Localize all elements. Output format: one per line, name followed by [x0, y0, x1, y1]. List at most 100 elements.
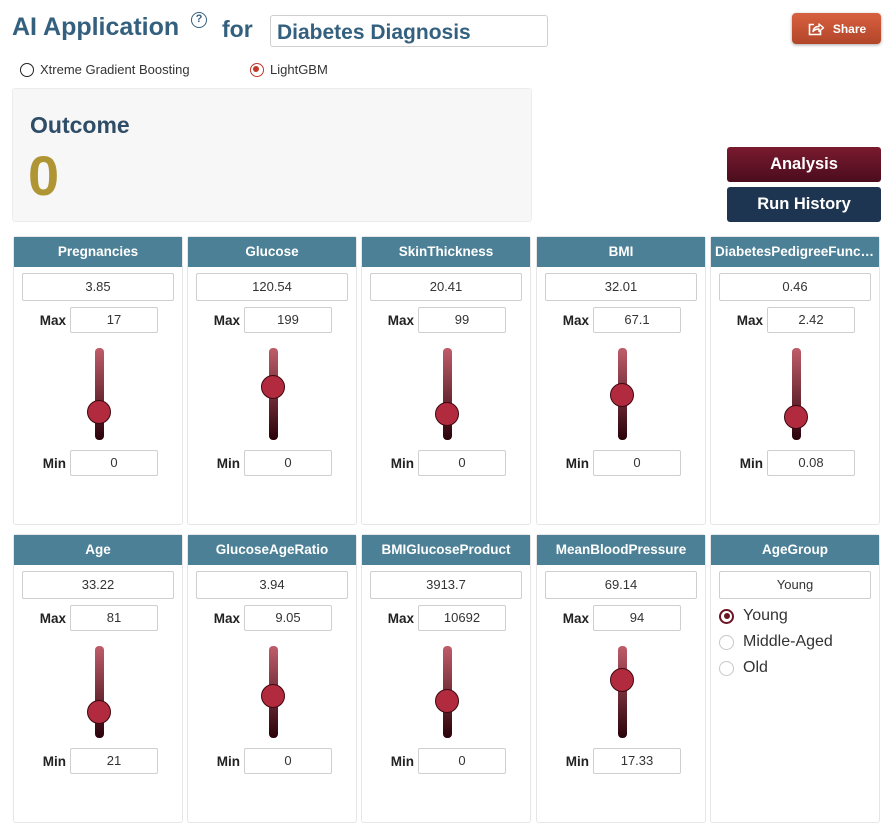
min-field[interactable]: 0.08: [767, 450, 855, 476]
value-field[interactable]: 3913.7: [370, 571, 522, 599]
outcome-value: 0: [28, 144, 60, 207]
app-title: AI Application: [12, 13, 180, 41]
value-field[interactable]: 33.22: [22, 571, 174, 599]
max-field[interactable]: 10692: [418, 605, 506, 631]
max-field[interactable]: 99: [418, 307, 506, 333]
slider-thumb[interactable]: [435, 688, 459, 713]
min-field[interactable]: 0: [593, 450, 681, 476]
age-group-option-young[interactable]: Young: [719, 607, 788, 625]
max-label: Max: [562, 611, 589, 626]
max-label: Max: [213, 313, 240, 328]
radio-unselected-icon: [20, 62, 34, 77]
vertical-slider[interactable]: [261, 646, 285, 738]
card-header: Age: [14, 535, 182, 565]
min-field[interactable]: 0: [418, 748, 506, 774]
card-header: SkinThickness: [362, 237, 530, 267]
card-header: BMIGlucoseProduct: [362, 535, 530, 565]
value-field[interactable]: 3.85: [22, 273, 174, 301]
card-header: BMI: [537, 237, 705, 267]
max-field[interactable]: 199: [244, 307, 332, 333]
age-group-option-label: Middle-Aged: [743, 633, 833, 650]
max-label: Max: [39, 611, 66, 626]
max-field[interactable]: 67.1: [593, 307, 681, 333]
card-header: DiabetesPedigreeFunction: [711, 237, 879, 267]
age-group-value-field[interactable]: Young: [719, 571, 871, 599]
card-header: GlucoseAgeRatio: [188, 535, 356, 565]
min-label: Min: [390, 754, 414, 769]
model-option-label: Xtreme Gradient Boosting: [40, 62, 190, 77]
value-field[interactable]: 0.46: [719, 273, 871, 301]
feature-card-glucose: Glucose 120.54 Max 199 Min 0: [187, 236, 357, 525]
slider-track: [94, 646, 104, 738]
slider-thumb[interactable]: [610, 383, 634, 408]
slider-thumb[interactable]: [87, 400, 111, 425]
feature-card-pregnancies: Pregnancies 3.85 Max 17 Min 0: [13, 236, 183, 525]
value-field[interactable]: 20.41: [370, 273, 522, 301]
max-field[interactable]: 94: [593, 605, 681, 631]
slider-thumb[interactable]: [261, 684, 285, 709]
app-name-field[interactable]: Diabetes Diagnosis: [270, 15, 548, 47]
slider-track: [442, 348, 452, 440]
radio-unselected-icon: [719, 660, 734, 676]
radio-selected-icon: [719, 608, 734, 624]
age-group-option-label: Old: [743, 659, 768, 676]
model-option-xgboost[interactable]: Xtreme Gradient Boosting: [20, 62, 190, 77]
analysis-button[interactable]: Analysis: [727, 147, 881, 182]
slider-track: [791, 348, 801, 440]
share-button[interactable]: Share: [792, 13, 881, 44]
min-label: Min: [42, 456, 66, 471]
max-label: Max: [213, 611, 240, 626]
share-icon: [808, 22, 825, 35]
slider-thumb[interactable]: [610, 667, 634, 692]
min-field[interactable]: 21: [70, 748, 158, 774]
card-header: MeanBloodPressure: [537, 535, 705, 565]
value-field[interactable]: 69.14: [545, 571, 697, 599]
feature-card-diabetes-pedigree-function: DiabetesPedigreeFunction 0.46 Max 2.42 Min 0.…: [710, 236, 880, 525]
feature-card-bmiglucose-product: BMIGlucoseProduct 3913.7 Max 10692 Min 0: [361, 534, 531, 823]
min-field[interactable]: 0: [244, 450, 332, 476]
vertical-slider[interactable]: [87, 348, 111, 440]
max-field[interactable]: 81: [70, 605, 158, 631]
age-group-option-middle-aged[interactable]: Middle-Aged: [719, 633, 833, 651]
run-history-button[interactable]: Run History: [727, 187, 881, 222]
vertical-slider[interactable]: [261, 348, 285, 440]
vertical-slider[interactable]: [610, 348, 634, 440]
feature-card-age: Age 33.22 Max 81 Min 21: [13, 534, 183, 823]
model-option-lightgbm[interactable]: LightGBM: [250, 62, 328, 77]
slider-thumb[interactable]: [87, 700, 111, 725]
min-label: Min: [565, 456, 589, 471]
vertical-slider[interactable]: [87, 646, 111, 738]
max-label: Max: [736, 313, 763, 328]
min-field[interactable]: 0: [70, 450, 158, 476]
min-field[interactable]: 0: [418, 450, 506, 476]
vertical-slider[interactable]: [435, 646, 459, 738]
value-field[interactable]: 120.54: [196, 273, 348, 301]
max-label: Max: [39, 313, 66, 328]
for-label: for: [222, 16, 253, 42]
min-label: Min: [216, 456, 240, 471]
vertical-slider[interactable]: [784, 348, 808, 440]
max-field[interactable]: 17: [70, 307, 158, 333]
max-field[interactable]: 9.05: [244, 605, 332, 631]
min-label: Min: [42, 754, 66, 769]
min-field[interactable]: 17.33: [593, 748, 681, 774]
max-field[interactable]: 2.42: [767, 307, 855, 333]
max-label: Max: [387, 611, 414, 626]
value-field[interactable]: 32.01: [545, 273, 697, 301]
vertical-slider[interactable]: [610, 646, 634, 738]
slider-thumb[interactable]: [435, 401, 459, 426]
min-label: Min: [565, 754, 589, 769]
value-field[interactable]: 3.94: [196, 571, 348, 599]
age-group-option-old[interactable]: Old: [719, 659, 768, 677]
vertical-slider[interactable]: [435, 348, 459, 440]
age-group-option-label: Young: [743, 607, 788, 624]
card-header: Glucose: [188, 237, 356, 267]
radio-unselected-icon: [719, 634, 734, 650]
slider-track: [617, 646, 627, 738]
min-field[interactable]: 0: [244, 748, 332, 774]
slider-thumb[interactable]: [261, 374, 285, 399]
slider-thumb[interactable]: [784, 405, 808, 430]
question-circle-icon[interactable]: ?: [191, 12, 207, 28]
min-label: Min: [216, 754, 240, 769]
max-label: Max: [387, 313, 414, 328]
